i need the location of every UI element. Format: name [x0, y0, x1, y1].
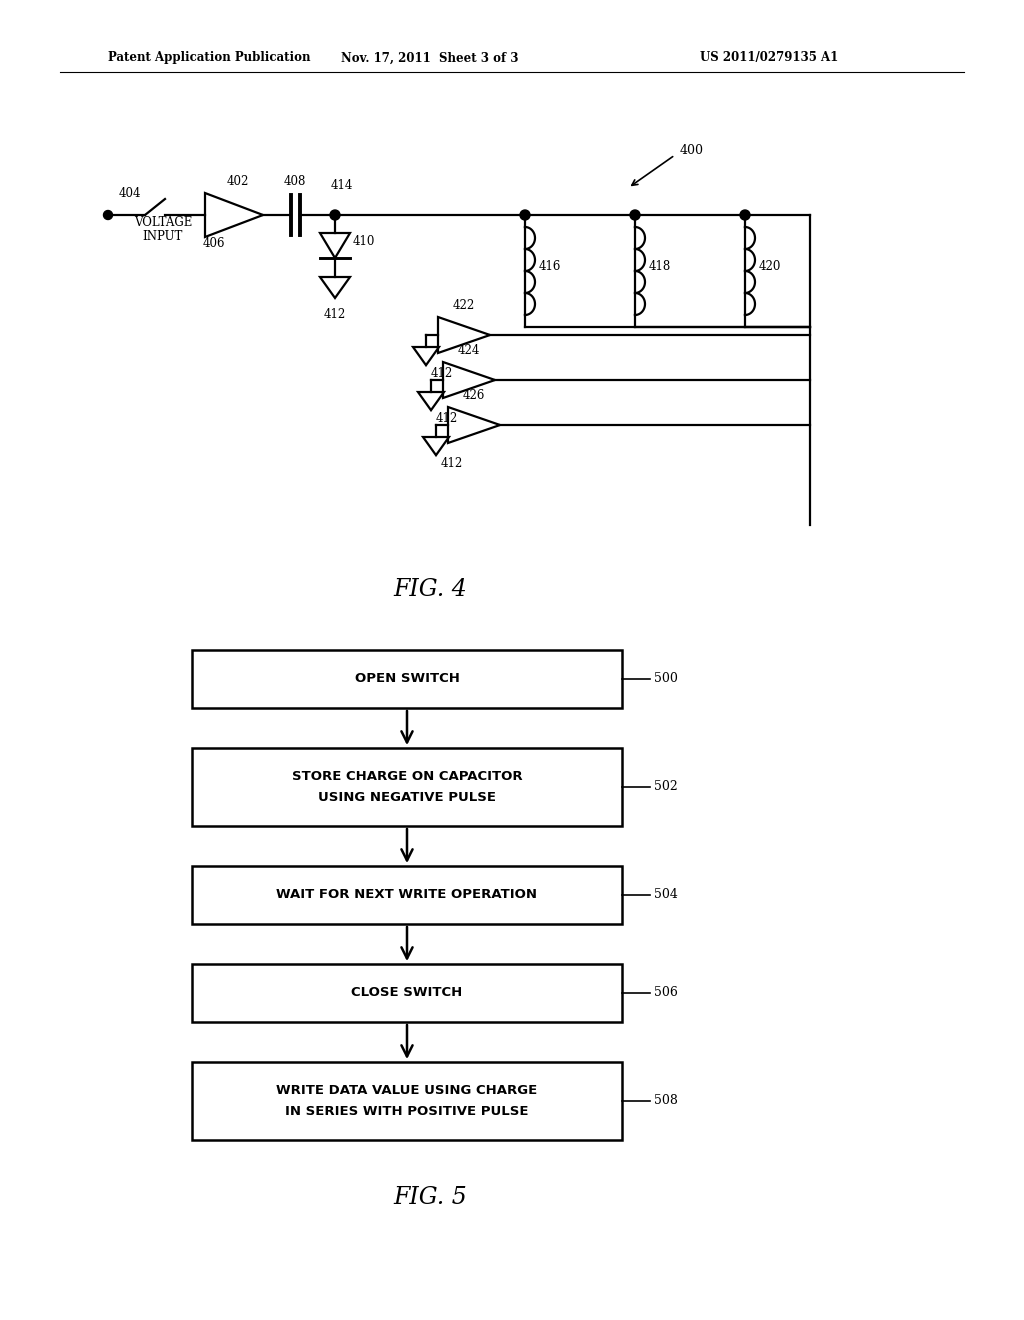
Text: CLOSE SWITCH: CLOSE SWITCH: [351, 986, 463, 999]
Text: FIG. 5: FIG. 5: [393, 1187, 467, 1209]
Text: 414: 414: [331, 180, 353, 191]
Text: Patent Application Publication: Patent Application Publication: [108, 51, 310, 65]
Text: US 2011/0279135 A1: US 2011/0279135 A1: [700, 51, 839, 65]
Text: USING NEGATIVE PULSE: USING NEGATIVE PULSE: [318, 792, 496, 804]
Text: FIG. 4: FIG. 4: [393, 578, 467, 602]
Text: 402: 402: [226, 176, 249, 187]
Text: STORE CHARGE ON CAPACITOR: STORE CHARGE ON CAPACITOR: [292, 770, 522, 783]
Text: 408: 408: [284, 176, 306, 187]
Circle shape: [103, 210, 113, 219]
Text: Nov. 17, 2011  Sheet 3 of 3: Nov. 17, 2011 Sheet 3 of 3: [341, 51, 519, 65]
Text: WRITE DATA VALUE USING CHARGE: WRITE DATA VALUE USING CHARGE: [276, 1084, 538, 1097]
Text: 416: 416: [539, 260, 561, 273]
Text: 412: 412: [436, 412, 459, 425]
Text: 426: 426: [463, 389, 485, 403]
Text: VOLTAGE: VOLTAGE: [134, 216, 193, 228]
Text: WAIT FOR NEXT WRITE OPERATION: WAIT FOR NEXT WRITE OPERATION: [276, 888, 538, 902]
Text: OPEN SWITCH: OPEN SWITCH: [354, 672, 460, 685]
Text: 400: 400: [680, 144, 705, 157]
Text: 506: 506: [654, 986, 678, 999]
Text: 412: 412: [441, 457, 463, 470]
Text: 406: 406: [203, 238, 225, 249]
Text: 404: 404: [119, 187, 141, 201]
Circle shape: [520, 210, 530, 220]
Text: 508: 508: [654, 1094, 678, 1107]
Text: 420: 420: [759, 260, 781, 273]
Text: 412: 412: [431, 367, 454, 380]
Text: 502: 502: [654, 780, 678, 793]
Circle shape: [330, 210, 340, 220]
Text: INPUT: INPUT: [142, 230, 183, 243]
Text: 500: 500: [654, 672, 678, 685]
Circle shape: [630, 210, 640, 220]
Text: 424: 424: [458, 345, 480, 356]
Text: 418: 418: [649, 260, 672, 273]
Text: IN SERIES WITH POSITIVE PULSE: IN SERIES WITH POSITIVE PULSE: [286, 1105, 528, 1118]
Text: 422: 422: [453, 300, 475, 312]
Circle shape: [740, 210, 750, 220]
Text: 412: 412: [324, 309, 346, 322]
Text: 504: 504: [654, 888, 678, 902]
Text: 410: 410: [353, 235, 376, 248]
